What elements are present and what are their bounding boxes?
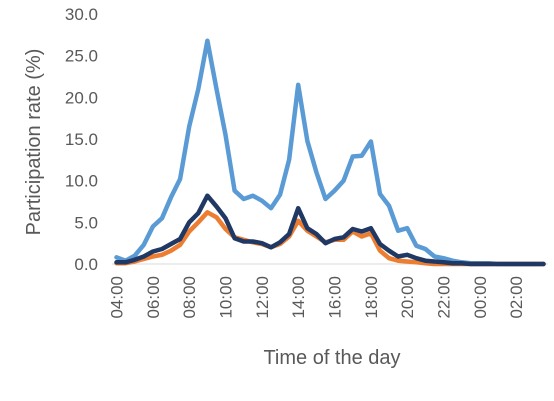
y-axis-ticks: 0.0 5.0 10.0 15.0 20.0 25.0 30.0	[65, 5, 98, 274]
x-tick-label: 02:00	[507, 276, 526, 319]
x-tick-label: 00:00	[471, 276, 490, 319]
x-tick-label: 04:00	[108, 276, 127, 319]
y-tick-label: 20.0	[65, 88, 98, 107]
x-tick-label: 08:00	[180, 276, 199, 319]
x-tick-label: 14:00	[289, 276, 308, 319]
x-axis-title: Time of the day	[263, 347, 400, 369]
series-line-1	[114, 38, 546, 267]
series-lines	[114, 38, 546, 267]
y-tick-label: 10.0	[65, 172, 98, 191]
x-tick-label: 10:00	[217, 276, 236, 319]
y-tick-label: 5.0	[74, 213, 98, 232]
series-line-3	[114, 193, 546, 267]
y-tick-label: 30.0	[65, 5, 98, 24]
y-tick-label: 25.0	[65, 47, 98, 66]
x-tick-label: 18:00	[362, 276, 381, 319]
x-tick-label: 12:00	[253, 276, 272, 319]
y-tick-label: 0.0	[74, 255, 98, 274]
x-tick-label: 20:00	[398, 276, 417, 319]
x-tick-label: 16:00	[326, 276, 345, 319]
y-tick-label: 15.0	[65, 130, 98, 149]
x-tick-label: 22:00	[435, 276, 454, 319]
x-tick-label: 06:00	[144, 276, 163, 319]
x-axis-ticks: 04:00 06:00 08:00 10:00 12:00 14:00 16:00 18:00…	[108, 276, 527, 319]
y-axis-title: Participation rate (%)	[23, 49, 45, 236]
